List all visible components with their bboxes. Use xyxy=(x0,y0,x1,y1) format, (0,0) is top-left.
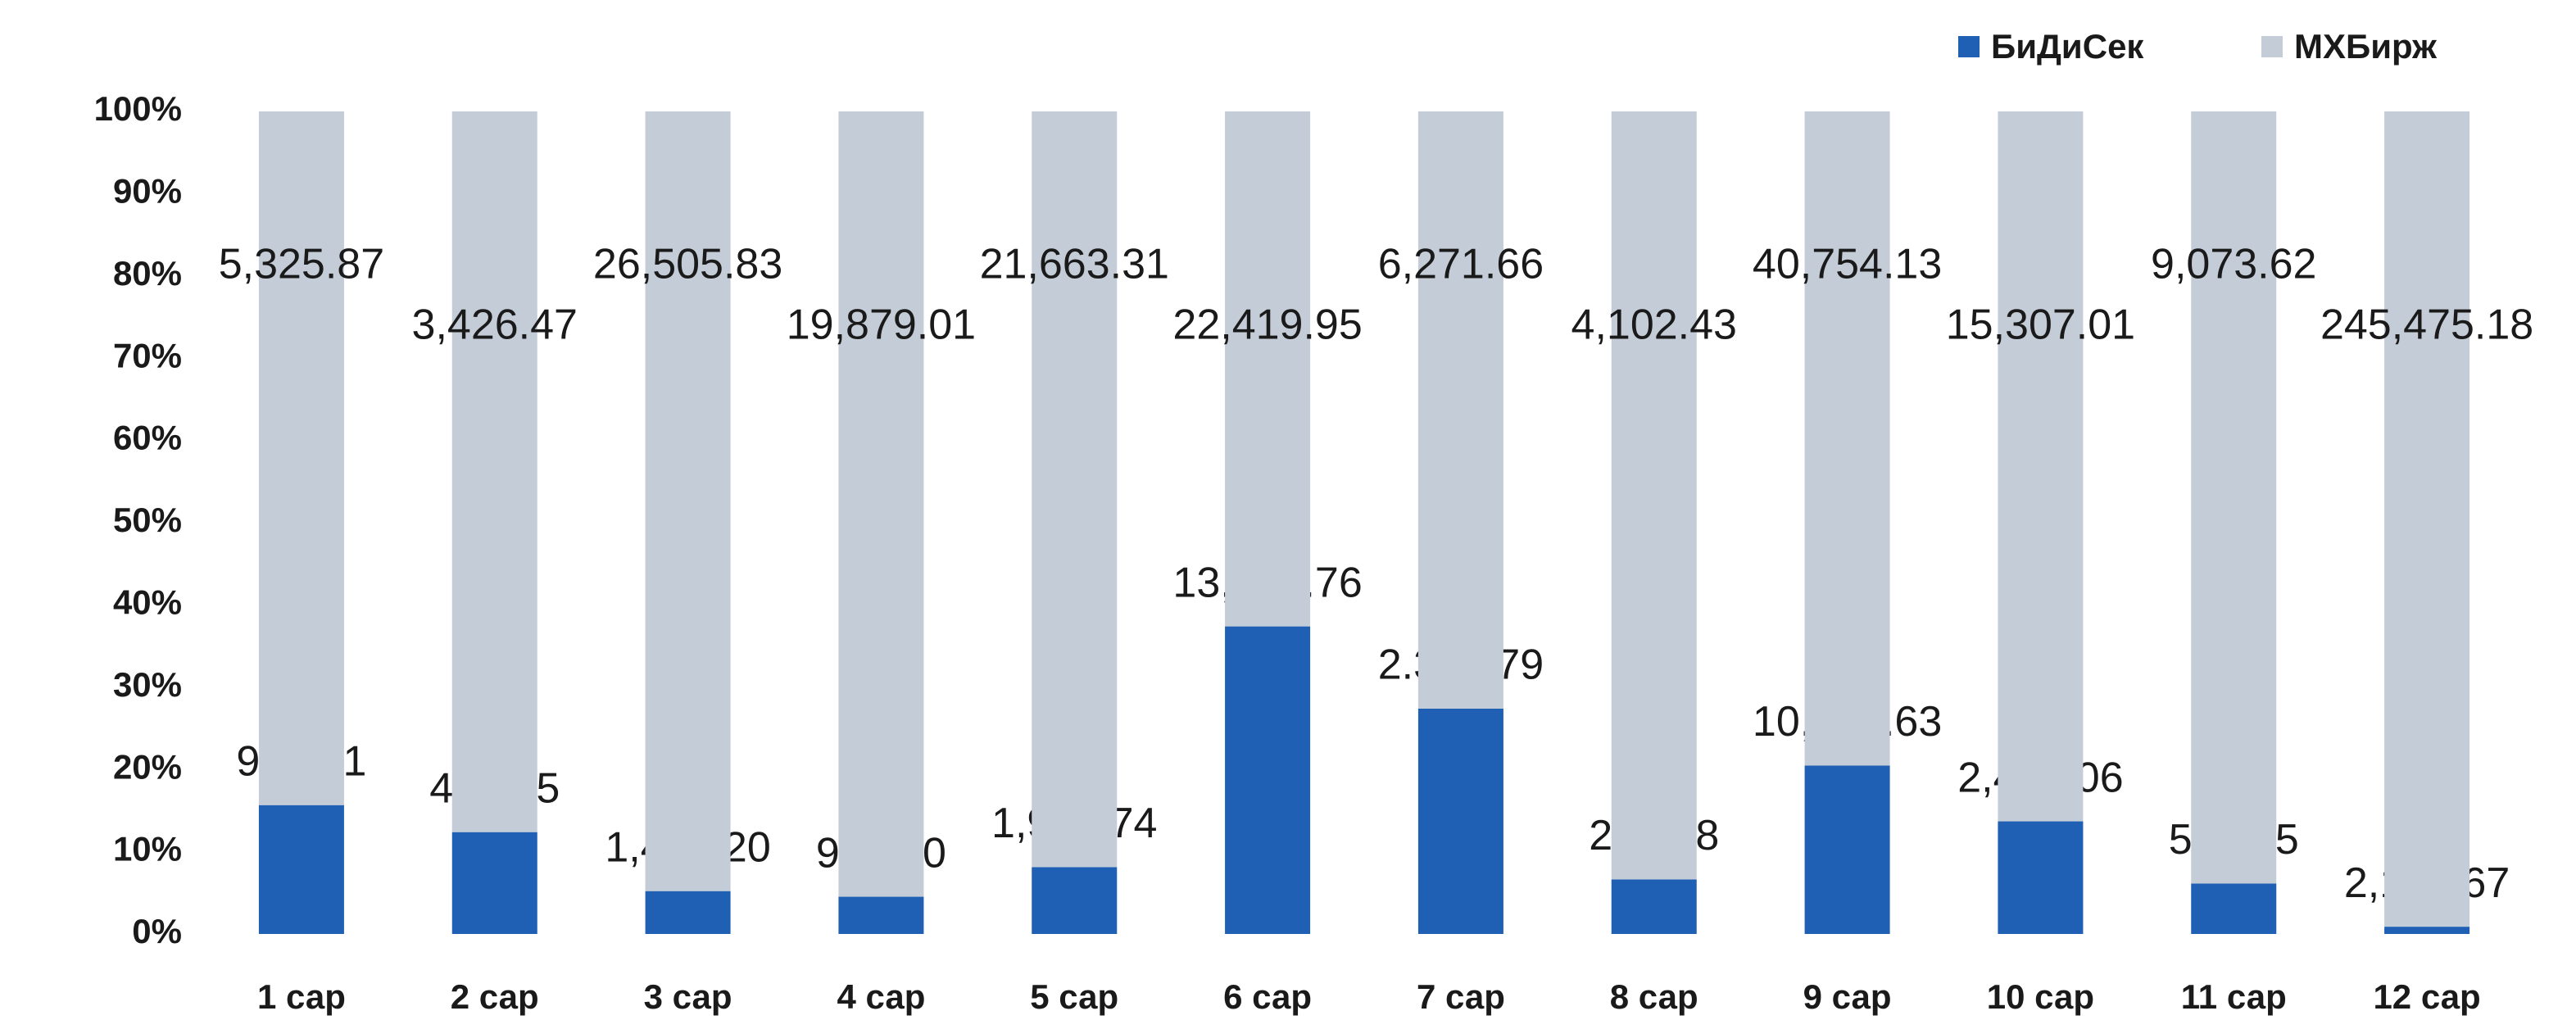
bar-segment xyxy=(838,111,924,897)
data-label: 15,307.01 xyxy=(1946,301,2135,349)
bar-segment xyxy=(1225,111,1311,627)
x-tick-label: 5 сар xyxy=(1030,977,1118,1016)
y-tick-label: 50% xyxy=(113,501,182,539)
x-tick-label: 7 сар xyxy=(1417,977,1505,1016)
bar-segment xyxy=(838,896,924,934)
bar-segment xyxy=(258,111,344,805)
bar-segment xyxy=(258,805,344,934)
y-tick-label: 10% xyxy=(113,830,182,868)
bar-segment xyxy=(2191,883,2277,934)
data-label: 3,426.47 xyxy=(412,301,578,349)
bar-segment xyxy=(1611,111,1697,880)
bar-segment xyxy=(451,111,537,832)
bar-segment xyxy=(1032,111,1118,868)
x-tick-label: 11 сар xyxy=(2181,977,2287,1016)
y-tick-label: 40% xyxy=(113,582,182,621)
x-tick-label: 3 сар xyxy=(644,977,732,1016)
data-label: 4,102.43 xyxy=(1571,301,1737,349)
bar-segment xyxy=(1417,708,1503,934)
x-tick-label: 8 сар xyxy=(1610,977,1698,1016)
bar-segment xyxy=(645,111,731,891)
data-label: 9,073.62 xyxy=(2151,241,2316,288)
y-tick-label: 20% xyxy=(113,747,182,786)
y-tick-label: 90% xyxy=(113,171,182,210)
data-label: 40,754.13 xyxy=(1753,241,1942,288)
y-tick-label: 80% xyxy=(113,254,182,292)
x-tick-label: 12 сар xyxy=(2373,977,2480,1016)
legend-label: МХБирж xyxy=(2294,27,2438,66)
legend-swatch xyxy=(2261,36,2283,57)
bar-segment xyxy=(1032,867,1118,934)
y-tick-label: 60% xyxy=(113,419,182,457)
legend-swatch xyxy=(1958,36,1980,57)
x-tick-label: 2 сар xyxy=(451,977,539,1016)
bar-segment xyxy=(1417,111,1503,709)
data-label: 5,325.87 xyxy=(219,241,384,288)
bar-segment xyxy=(1804,765,1890,934)
y-tick-label: 30% xyxy=(113,665,182,704)
bar-segment xyxy=(2384,927,2470,934)
bar-segment xyxy=(1998,111,2084,822)
x-tick-label: 1 сар xyxy=(257,977,346,1016)
data-label: 22,419.95 xyxy=(1172,301,1362,349)
x-tick-label: 9 сар xyxy=(1803,977,1892,1016)
x-tick-label: 4 сар xyxy=(837,977,925,1016)
data-label: 19,879.01 xyxy=(787,301,976,349)
data-label: 245,475.18 xyxy=(2320,301,2533,349)
data-label: 26,505.83 xyxy=(593,241,782,288)
data-label: 6,271.66 xyxy=(1378,241,1544,288)
legend-label: БиДиСек xyxy=(1991,27,2144,66)
bar-segment xyxy=(1998,821,2084,934)
x-tick-label: 6 сар xyxy=(1223,977,1312,1016)
y-tick-label: 0% xyxy=(132,912,182,950)
y-tick-label: 70% xyxy=(113,336,182,374)
bar-segment xyxy=(2384,111,2470,927)
data-label: 21,663.31 xyxy=(980,241,1169,288)
bar-segment xyxy=(2191,111,2277,884)
bar-segment xyxy=(1225,626,1311,934)
bar-segment xyxy=(645,891,731,934)
x-tick-label: 10 сар xyxy=(1987,977,2094,1016)
bar-segment xyxy=(1804,111,1890,766)
y-tick-label: 100% xyxy=(94,89,182,128)
bar-segment xyxy=(451,832,537,934)
bar-segment xyxy=(1611,879,1697,934)
